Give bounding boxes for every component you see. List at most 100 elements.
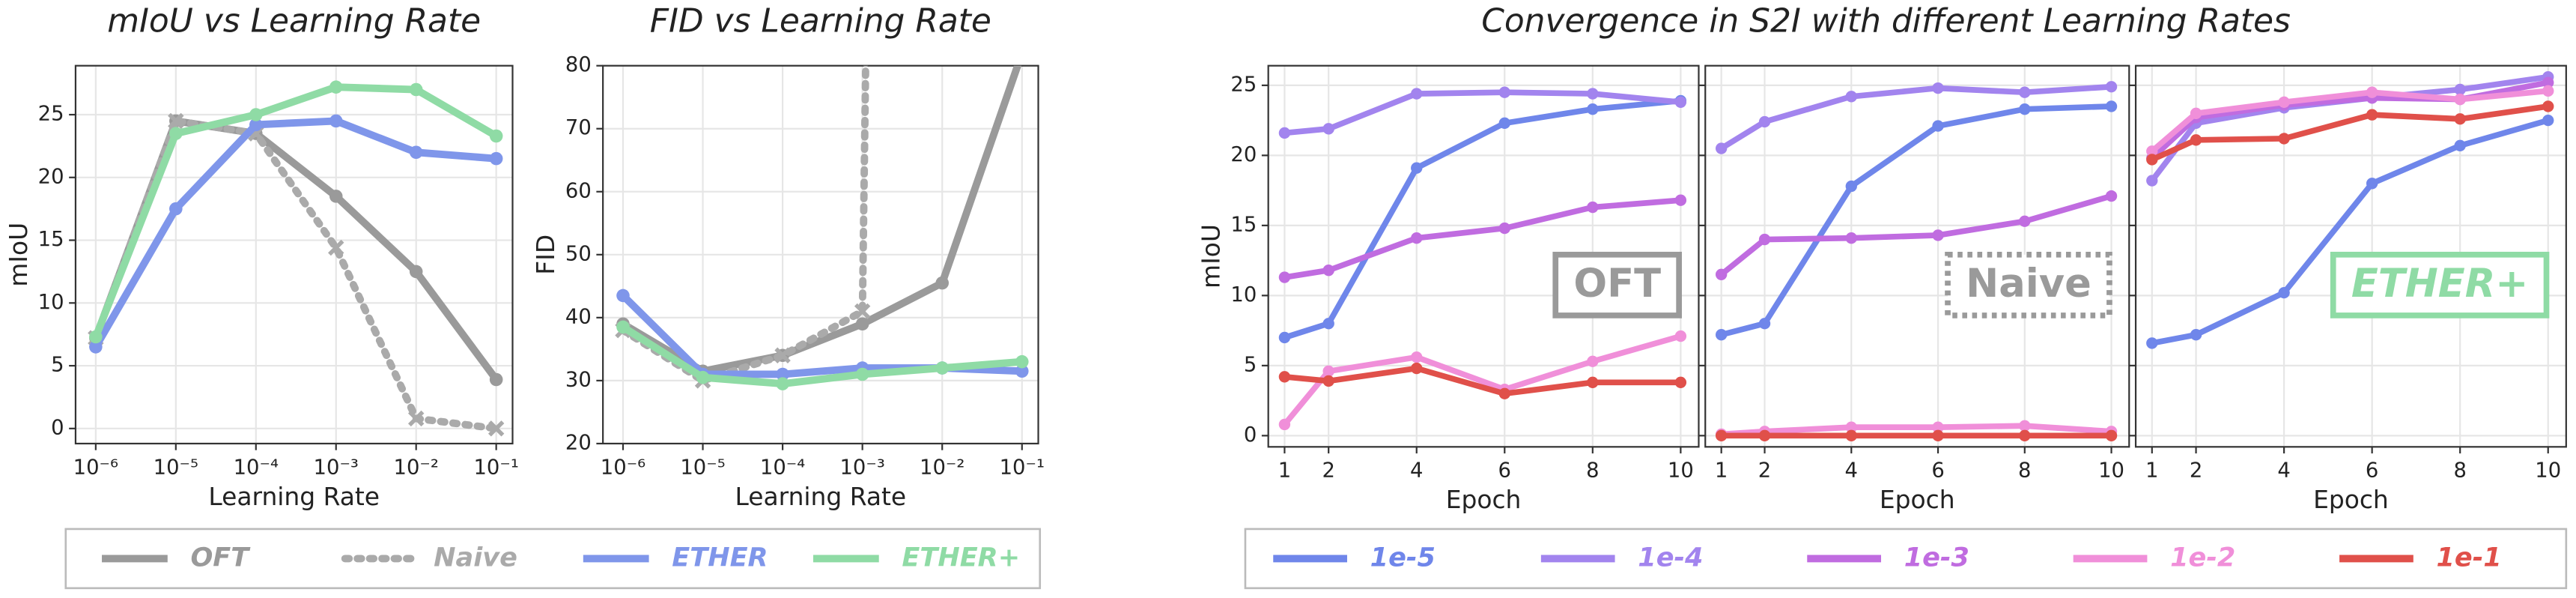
marker: [2366, 86, 2378, 98]
x-tick-label: 2: [1758, 459, 1771, 483]
x-tick-label: 10⁻²: [394, 456, 439, 479]
marker: [489, 151, 503, 166]
series-line: [92, 117, 499, 382]
marker: [1758, 429, 1771, 442]
series-layer: [2146, 70, 2554, 349]
x-tick-label: 10⁻³: [839, 456, 884, 479]
marker: [249, 118, 263, 132]
x-tick-label: 1: [1278, 459, 1291, 483]
x-tick-label: 10⁻⁶: [601, 456, 645, 479]
marker: [1322, 123, 1334, 135]
x-tick-label: 10: [2098, 459, 2124, 483]
marker: [774, 347, 791, 363]
marker: [935, 361, 949, 375]
marker: [1322, 265, 1334, 277]
legend-label: 1e-3: [1904, 542, 1969, 573]
marker: [487, 420, 505, 437]
x-axis-label: Epoch: [1446, 485, 1522, 514]
marker: [1278, 331, 1291, 344]
marker: [329, 80, 343, 94]
marker: [1674, 96, 1687, 108]
marker: [489, 129, 503, 143]
marker: [1498, 387, 1510, 399]
marker: [2366, 109, 2378, 121]
legend-label: ETHER+: [902, 542, 1020, 573]
marker: [328, 239, 344, 256]
marker: [2454, 113, 2466, 125]
x-axis-label: Learning Rate: [735, 482, 907, 511]
marker: [1411, 362, 1423, 375]
series-line: [91, 117, 500, 432]
marker: [2454, 83, 2466, 96]
marker: [616, 289, 630, 303]
x-tick-label: 10⁻⁵: [680, 456, 725, 479]
annotation-box: [1552, 251, 1682, 318]
series-line: [1284, 197, 1681, 280]
x-axis-label: Learning Rate: [208, 482, 380, 511]
marker: [1845, 180, 1857, 193]
marker: [2542, 100, 2554, 112]
legend-label: Naive: [434, 542, 517, 573]
chart-title: mIoU vs Learning Rate: [107, 2, 481, 40]
marker: [2019, 429, 2031, 442]
y-tick-label: 60: [565, 179, 592, 202]
marker: [1587, 88, 1599, 100]
y-tick-label: 50: [565, 242, 592, 265]
x-tick-label: 6: [2366, 459, 2378, 483]
marker: [409, 145, 423, 160]
series-line: [1719, 83, 2112, 151]
y-tick-label: 5: [1244, 353, 1257, 376]
marker: [1674, 376, 1687, 388]
marker: [1587, 201, 1599, 214]
marker: [1845, 429, 1857, 442]
y-axis-label: mIoU: [4, 223, 33, 287]
legend-label: 1e-2: [2170, 542, 2235, 573]
marker: [776, 367, 789, 381]
annotation-box: [1945, 251, 2112, 318]
x-tick-label: 2: [2190, 459, 2202, 483]
x-axis-label: Epoch: [1880, 485, 1955, 514]
x-tick-label: 10⁻³: [314, 456, 359, 479]
marker: [1715, 429, 1728, 442]
marker: [696, 370, 710, 384]
marker: [1758, 318, 1771, 330]
annotation-box: [2330, 251, 2550, 318]
legend: OFT Naive ETHER ETHER+: [64, 528, 1042, 590]
marker: [2105, 100, 2118, 112]
y-tick-label: 0: [1244, 423, 1257, 447]
series-line: [2151, 103, 2549, 163]
y-tick-label: 15: [38, 228, 64, 251]
marker: [1498, 117, 1510, 130]
x-tick-label: 8: [1586, 459, 1599, 483]
chart: 10⁻⁶ 10⁻⁵ 10⁻⁴ 10⁻³ 10⁻² 10⁻¹ 20 30 40 50 60 70 80 FI…: [531, 2, 1045, 511]
series-line: [1719, 193, 2112, 277]
y-tick-label: 15: [1230, 213, 1257, 236]
marker: [616, 320, 630, 334]
legend-label: OFT: [190, 542, 251, 573]
chart: 10⁻⁶ 10⁻⁵ 10⁻⁴ 10⁻³ 10⁻² 10⁻¹ 0 5 10 15 20 25 mIoU v…: [4, 2, 519, 511]
annotation-text: ETHER+: [2351, 261, 2529, 306]
marker: [2105, 429, 2118, 442]
annotation: Naive: [1945, 251, 2112, 318]
marker: [1587, 355, 1599, 367]
y-axis-label: mIoU: [1197, 224, 1226, 289]
x-tick-label: 10⁻⁶: [73, 456, 118, 479]
chart: 1 2 4 6 8 10 Epoch Naive: [1698, 64, 2130, 514]
marker: [854, 303, 871, 320]
series-line: [621, 324, 1023, 388]
x-tick-label: 10⁻¹: [473, 456, 518, 479]
y-tick-label: 5: [51, 354, 64, 377]
marker: [2019, 420, 2031, 432]
marker: [2019, 215, 2031, 227]
x-tick-label: 10⁻¹: [1000, 456, 1045, 479]
y-axis-label: FID: [531, 235, 560, 275]
marker: [1715, 142, 1728, 154]
series-line: [1720, 103, 2112, 338]
marker: [2542, 76, 2554, 88]
x-tick-label: 10: [1668, 459, 1694, 483]
y-tick-label: 25: [38, 103, 64, 126]
plot-frame: [2134, 64, 2567, 448]
x-tick-label: 8: [2453, 459, 2466, 483]
series-line: [1284, 365, 1681, 397]
plot-frame: [74, 64, 514, 445]
